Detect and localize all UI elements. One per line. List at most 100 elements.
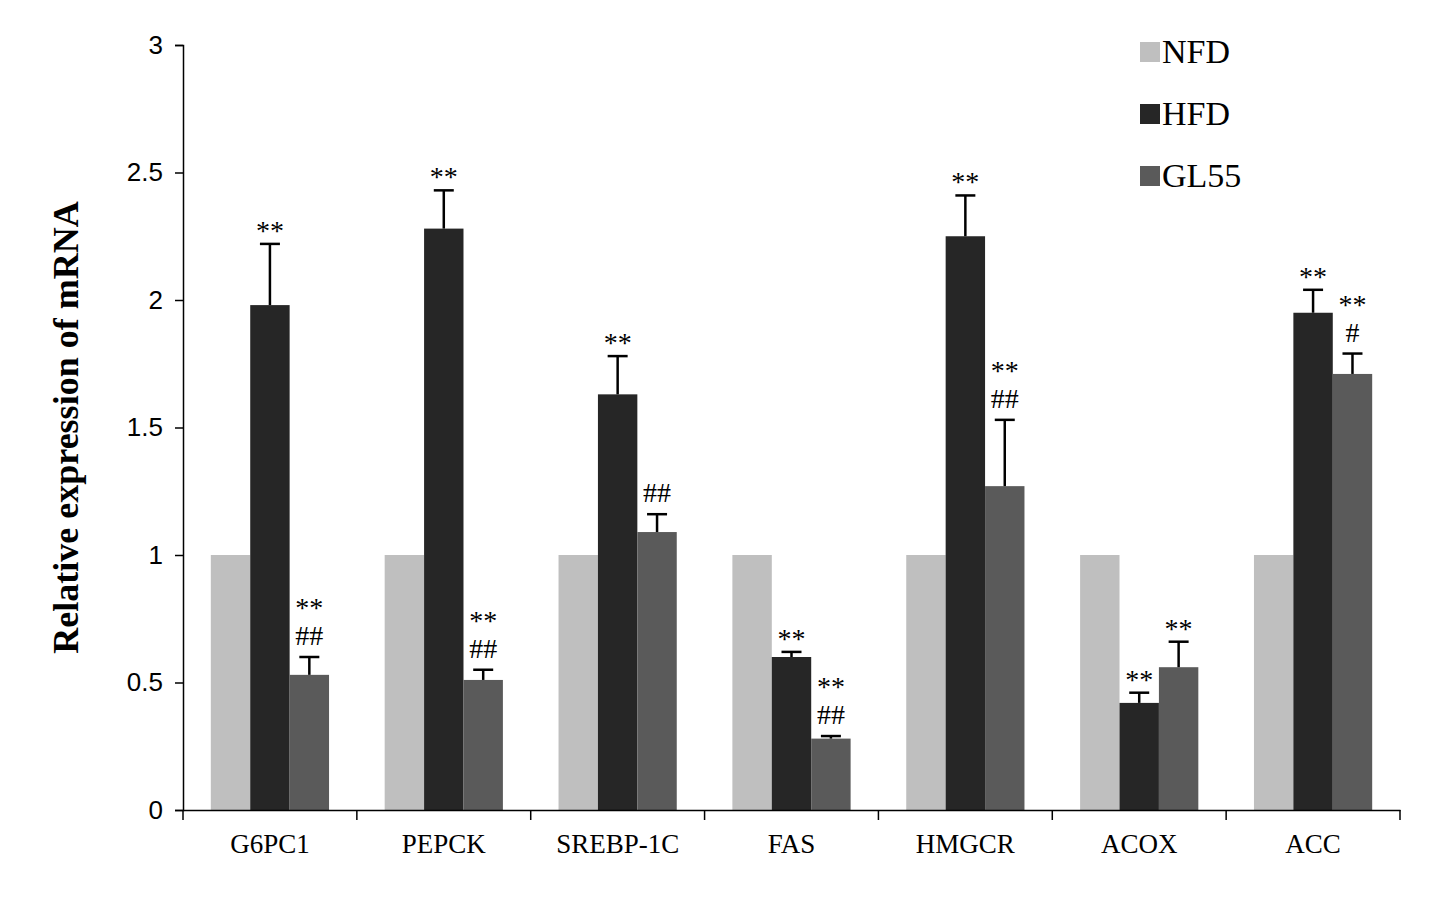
error-bar (1169, 642, 1189, 668)
y-tick: 3 (149, 30, 183, 60)
y-axis-line (175, 46, 184, 811)
x-tick-label: PEPCK (402, 829, 487, 859)
error-bar (1303, 290, 1323, 313)
bar (385, 555, 424, 810)
y-tick-mark (175, 172, 183, 174)
error-cap (995, 419, 1015, 422)
error-bar (299, 657, 319, 675)
x-separator (530, 810, 532, 820)
error-stem (269, 244, 272, 305)
error-stem (1312, 290, 1315, 313)
bar (946, 236, 985, 810)
series-1 (250, 190, 1333, 810)
significance-mark: # (1345, 317, 1359, 348)
significance: ****************##**####**##**##****# (256, 161, 1367, 730)
legend-swatch (1140, 104, 1160, 124)
significance-mark: ## (817, 699, 845, 730)
significance-mark: ## (991, 383, 1019, 414)
significance-mark: ## (469, 633, 497, 664)
legend: NFDHFDGL55 (1140, 33, 1241, 194)
series-2 (290, 354, 1373, 810)
error-stem (308, 657, 311, 675)
error-cap (647, 513, 667, 516)
bar (732, 555, 771, 810)
significance-mark: ## (295, 620, 323, 651)
bar (1293, 313, 1332, 810)
bar (1333, 374, 1372, 810)
bar (211, 555, 250, 810)
bar (1159, 667, 1198, 810)
error-stem (1177, 642, 1180, 668)
x-separator (878, 810, 880, 820)
y-tick-mark (175, 300, 183, 302)
bar (906, 555, 945, 810)
x-tick-label: SREBP-1C (556, 829, 679, 859)
bar (1120, 703, 1159, 810)
y-tick: 0 (149, 795, 183, 825)
y-tick: 0.5 (127, 667, 183, 697)
bar (290, 675, 329, 810)
plot-area (211, 190, 1372, 810)
significance-mark: ** (256, 215, 284, 246)
bar (985, 486, 1024, 810)
bar (772, 657, 811, 810)
bar (424, 229, 463, 810)
error-stem (616, 356, 619, 394)
y-tick-label: 2 (149, 285, 163, 315)
x-tick: ACC (1285, 810, 1341, 859)
error-bar (821, 736, 841, 739)
x-axis: G6PC1 PEPCK SREBP-1C FAS HMGCR ACOX ACC (183, 810, 1401, 859)
significance-mark: ** (1338, 289, 1366, 320)
x-separator (1052, 810, 1054, 820)
series-0 (211, 555, 1294, 810)
error-stem (1351, 354, 1354, 374)
y-tick: 2.5 (127, 157, 183, 187)
significance-mark: ** (1165, 613, 1193, 644)
error-bar (260, 244, 280, 305)
legend-swatch (1140, 42, 1160, 62)
y-tick: 1 (149, 540, 183, 570)
x-tick: PEPCK (402, 810, 487, 859)
legend-label: GL55 (1162, 157, 1241, 194)
error-stem (482, 670, 485, 680)
x-tick-label: ACOX (1101, 829, 1178, 859)
significance-mark: ** (604, 327, 632, 358)
x-tick-label: G6PC1 (230, 829, 310, 859)
bar (637, 532, 676, 810)
bar (598, 394, 637, 810)
x-tick: FAS (768, 810, 816, 859)
error-cap (821, 735, 841, 738)
y-tick-mark (175, 427, 183, 429)
y-tick-label: 2.5 (127, 157, 163, 187)
significance-mark: ** (778, 623, 806, 654)
error-stem (964, 195, 967, 236)
y-tick-mark (175, 682, 183, 684)
bar (1254, 555, 1293, 810)
y-tick-label: 0.5 (127, 667, 163, 697)
error-bar (995, 420, 1015, 486)
y-tick-mark (175, 45, 183, 47)
legend-swatch (1140, 166, 1160, 186)
error-bar (434, 190, 454, 228)
error-bar (955, 195, 975, 236)
x-tick: HMGCR (916, 810, 1015, 859)
error-stem (1004, 420, 1007, 486)
error-bar (608, 356, 628, 394)
error-bar (1342, 354, 1362, 374)
x-tick-label: HMGCR (916, 829, 1015, 859)
significance-mark: ** (430, 161, 458, 192)
error-stem (656, 514, 659, 532)
significance-mark: ** (295, 592, 323, 623)
significance-mark: ** (991, 355, 1019, 386)
significance-mark: ** (1299, 261, 1327, 292)
x-separator (1225, 810, 1227, 820)
bar (250, 305, 289, 810)
significance-mark: ## (643, 477, 671, 508)
y-tick-mark (175, 810, 183, 812)
x-tick-label: FAS (768, 829, 816, 859)
error-bar (647, 514, 667, 532)
x-tick-label: ACC (1285, 829, 1341, 859)
significance-mark: ** (951, 166, 979, 197)
x-separator (356, 810, 358, 820)
x-tick: SREBP-1C (556, 810, 679, 859)
